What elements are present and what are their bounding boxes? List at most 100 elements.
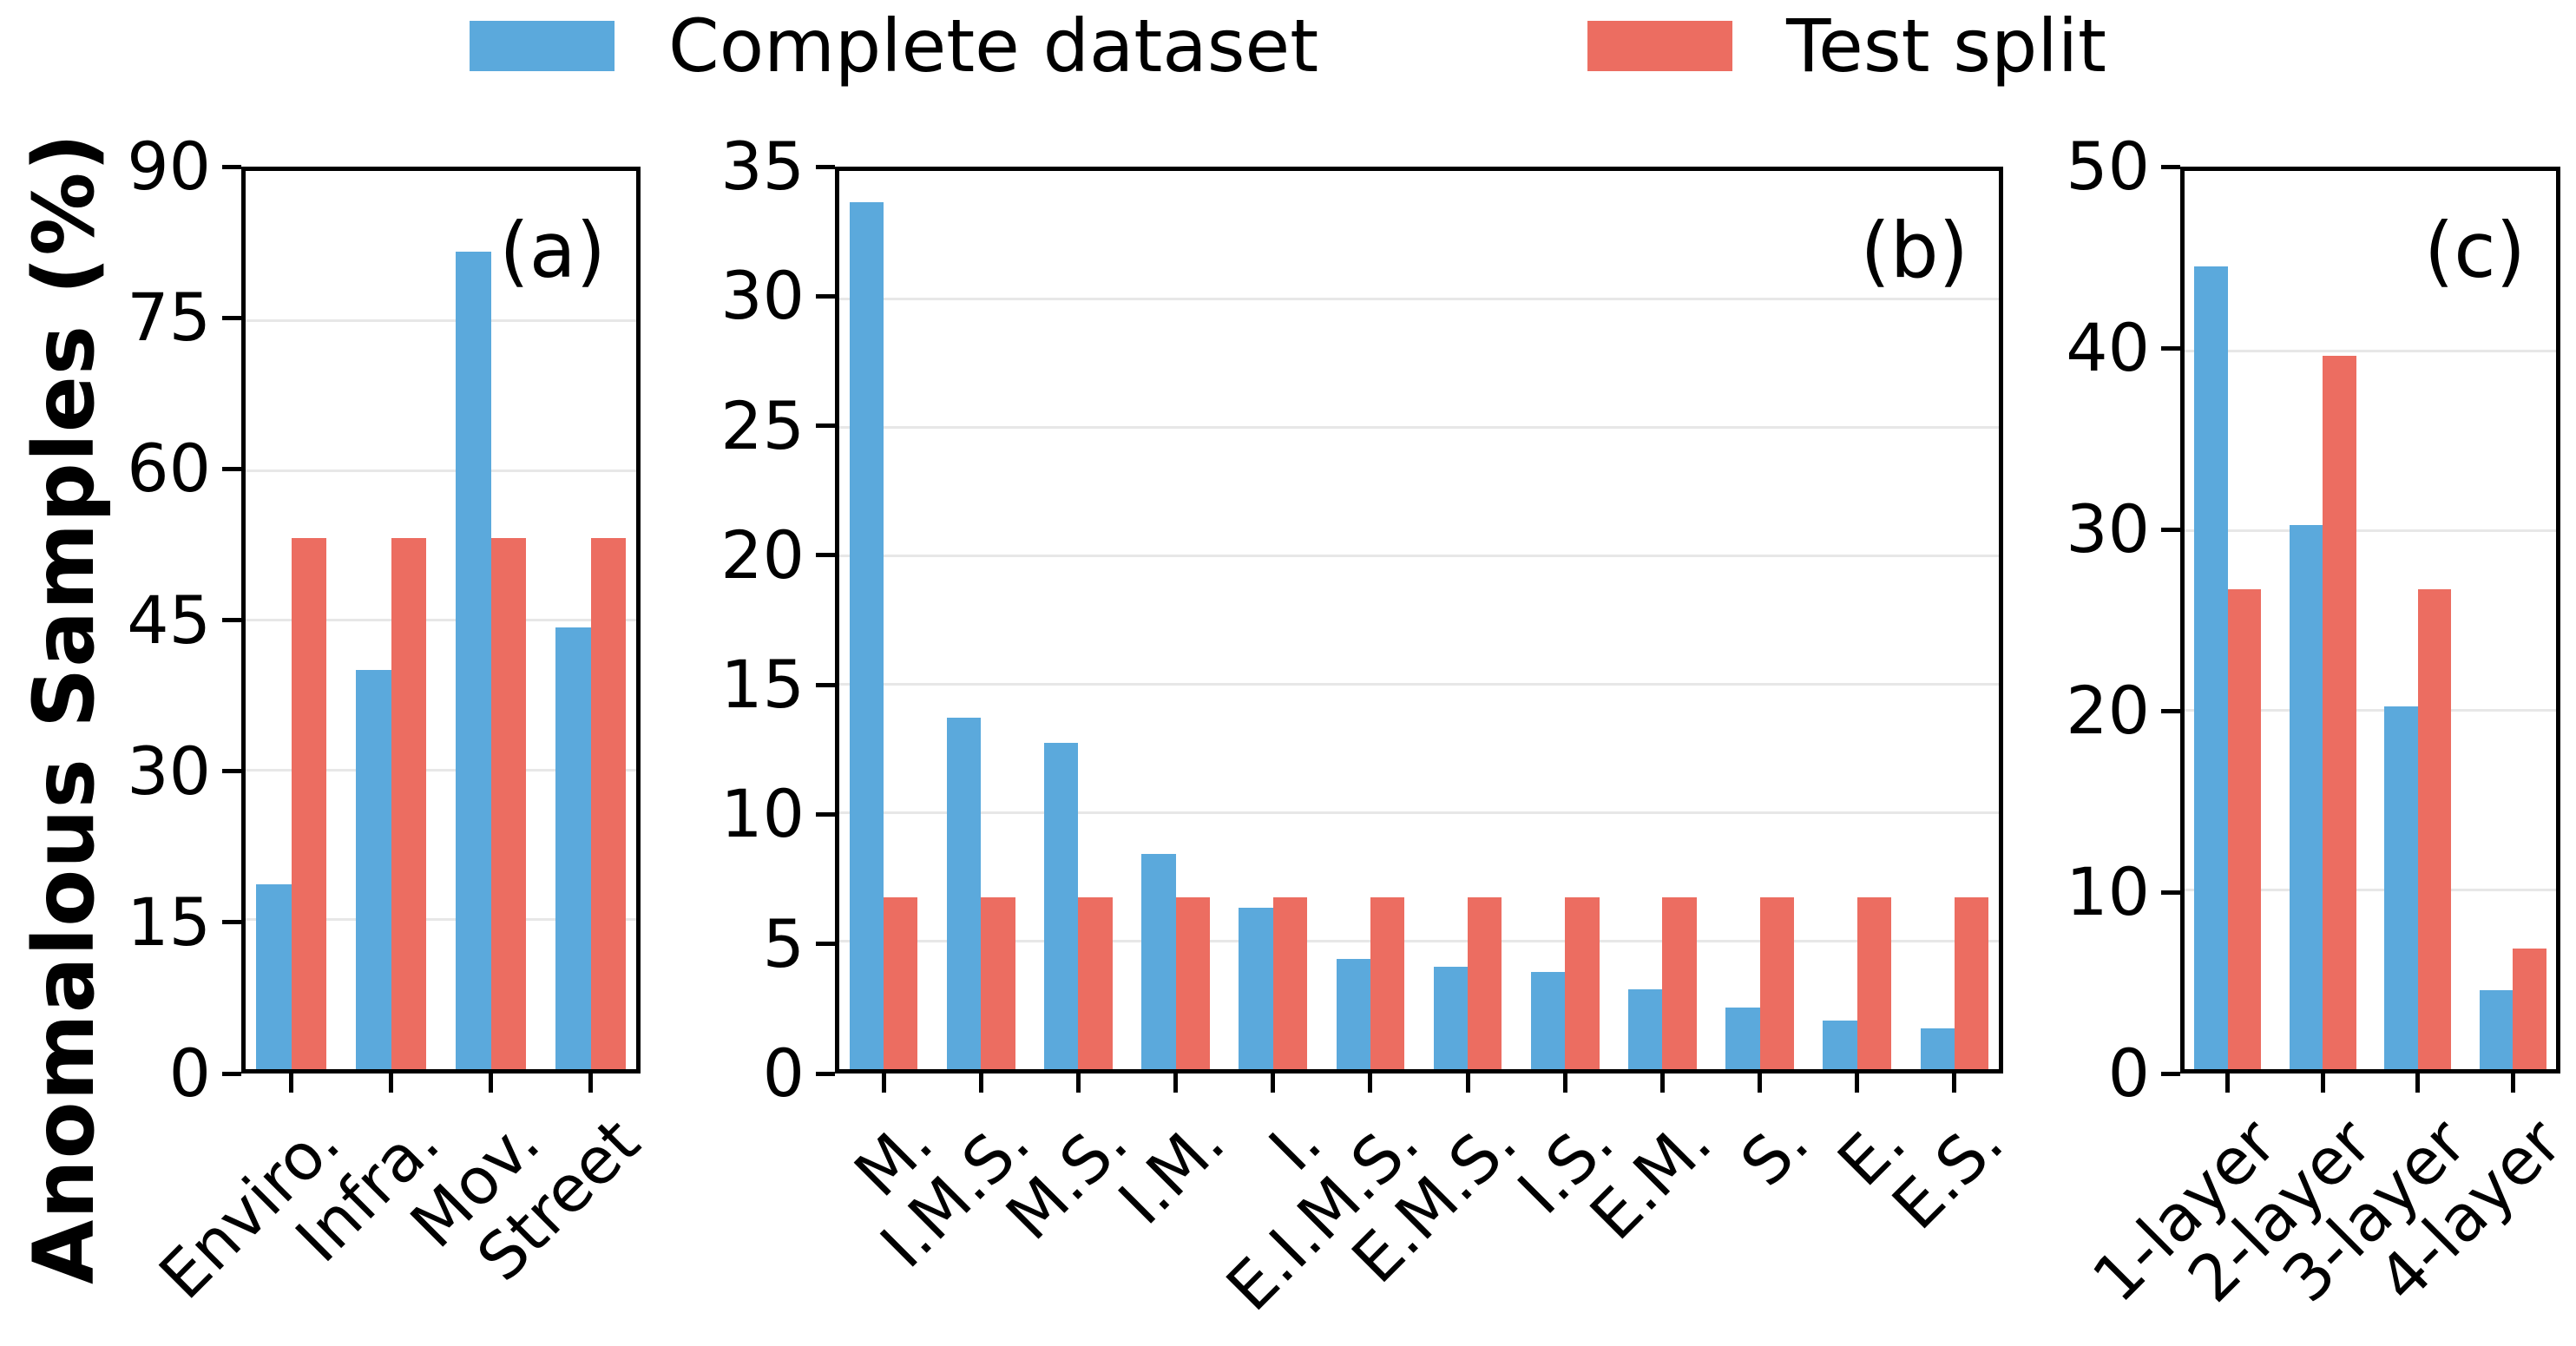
legend-swatch-complete-dataset	[470, 21, 615, 71]
y-tick-label-c-30: 30	[2066, 490, 2150, 568]
y-tick-label-b-20: 20	[720, 515, 805, 594]
y-tick-label-b-30: 30	[720, 257, 805, 335]
bar-test-split-Mov.	[490, 538, 526, 1069]
plot-area-c: (c)	[2180, 167, 2560, 1074]
bar-test-split-Street	[590, 538, 626, 1069]
y-tick-c-30	[2161, 527, 2180, 532]
bar-test-split-I.S.	[1565, 896, 1600, 1069]
y-tick-label-a-60: 60	[127, 430, 211, 508]
bar-test-split-3-layer	[2417, 589, 2452, 1069]
x-tick-a-4	[588, 1074, 593, 1093]
bar-complete-dataset-Street	[555, 627, 591, 1069]
bar-complete-dataset-E.S.	[1920, 1028, 1955, 1069]
y-tick-label-c-10: 10	[2066, 853, 2150, 930]
bar-test-split-4-layer	[2513, 949, 2546, 1069]
bar-test-split-2-layer	[2323, 356, 2356, 1069]
bar-complete-dataset-E.	[1823, 1020, 1857, 1069]
y-tick-b-0	[816, 1071, 835, 1076]
x-tick-b-3	[1075, 1074, 1081, 1093]
y-tick-label-b-35: 35	[720, 128, 805, 205]
bar-test-split-E.I.M.S.	[1370, 896, 1405, 1069]
y-tick-label-c-40: 40	[2066, 309, 2150, 386]
bar-test-split-E.	[1856, 896, 1891, 1069]
x-tick-a-1	[289, 1074, 293, 1093]
y-tick-label-a-30: 30	[127, 732, 211, 810]
y-tick-a-15	[222, 920, 241, 925]
bar-complete-dataset-I.	[1239, 907, 1273, 1069]
x-tick-a-2	[389, 1074, 393, 1093]
bar-test-split-E.M.S.	[1468, 896, 1502, 1069]
gridline-a-30	[246, 768, 636, 771]
y-tick-label-c-0: 0	[2107, 1034, 2150, 1112]
bar-test-split-Enviro.	[291, 538, 326, 1069]
y-tick-b-10	[816, 811, 835, 817]
y-tick-c-40	[2161, 345, 2180, 351]
y-tick-a-60	[222, 466, 241, 471]
x-tick-a-3	[489, 1074, 493, 1093]
y-tick-label-a-45: 45	[127, 581, 211, 659]
bar-complete-dataset-I.S.	[1530, 971, 1566, 1069]
bar-complete-dataset-2-layer	[2289, 524, 2323, 1069]
bar-test-split-E.M.	[1662, 896, 1697, 1069]
bar-complete-dataset-I.M.S.	[946, 717, 982, 1069]
bar-test-split-E.S.	[1954, 896, 1989, 1069]
bar-complete-dataset-Infra.	[356, 670, 391, 1069]
y-tick-b-35	[816, 164, 835, 169]
x-tick-b-10	[1758, 1074, 1763, 1093]
bar-complete-dataset-E.M.S.	[1433, 966, 1469, 1069]
gridline-c-20	[2185, 708, 2556, 712]
bar-test-split-M.S.	[1078, 896, 1113, 1069]
y-tick-label-b-0: 0	[762, 1034, 805, 1112]
bar-test-split-I.	[1272, 896, 1307, 1069]
bar-complete-dataset-E.M.	[1628, 989, 1663, 1069]
gridline-b-5	[839, 939, 1999, 942]
gridline-a-75	[246, 319, 636, 322]
gridline-a-45	[246, 619, 636, 621]
bar-test-split-I.M.	[1175, 896, 1210, 1069]
y-tick-a-75	[222, 315, 241, 320]
bar-test-split-1-layer	[2227, 589, 2262, 1069]
x-tick-b-12	[1952, 1074, 1957, 1093]
y-tick-c-10	[2161, 890, 2180, 895]
gridline-b-20	[839, 555, 1999, 558]
y-tick-b-5	[816, 942, 835, 947]
bar-test-split-M.	[884, 896, 918, 1069]
y-tick-label-b-5: 5	[762, 904, 805, 982]
y-tick-a-0	[222, 1071, 241, 1076]
y-tick-label-a-15: 15	[127, 883, 211, 961]
y-tick-b-15	[816, 682, 835, 687]
y-tick-a-45	[222, 618, 241, 622]
bar-complete-dataset-Enviro.	[256, 884, 292, 1069]
y-tick-b-20	[816, 553, 835, 558]
x-tick-c-2	[2320, 1074, 2325, 1093]
y-tick-b-30	[816, 293, 835, 299]
x-tick-c-4	[2510, 1074, 2515, 1093]
gridline-a-60	[246, 469, 636, 472]
gridline-b-15	[839, 682, 1999, 686]
bar-test-split-I.M.S.	[981, 896, 1015, 1069]
legend-item-test-split: Test split	[1587, 3, 2106, 89]
bar-complete-dataset-3-layer	[2384, 706, 2418, 1069]
y-tick-label-b-15: 15	[720, 646, 805, 724]
y-tick-label-b-25: 25	[720, 386, 805, 464]
panel-label-c: (c)	[2423, 206, 2526, 295]
y-tick-b-25	[816, 423, 835, 429]
bar-complete-dataset-I.M.	[1141, 853, 1176, 1069]
gridline-b-10	[839, 811, 1999, 814]
y-tick-a-30	[222, 769, 241, 774]
x-tick-b-5	[1271, 1074, 1276, 1093]
gridline-b-30	[839, 298, 1999, 301]
x-tick-b-7	[1465, 1074, 1470, 1093]
x-tick-b-2	[978, 1074, 983, 1093]
y-tick-label-a-0: 0	[168, 1034, 211, 1112]
gridline-b-25	[839, 426, 1999, 430]
x-tick-b-4	[1173, 1074, 1179, 1093]
bar-complete-dataset-1-layer	[2194, 266, 2228, 1069]
y-tick-label-b-10: 10	[720, 775, 805, 853]
bar-complete-dataset-E.I.M.S.	[1336, 958, 1370, 1069]
gridline-a-15	[246, 918, 636, 921]
legend-label-complete-dataset: Complete dataset	[668, 3, 1319, 89]
bar-complete-dataset-M.	[849, 201, 884, 1069]
